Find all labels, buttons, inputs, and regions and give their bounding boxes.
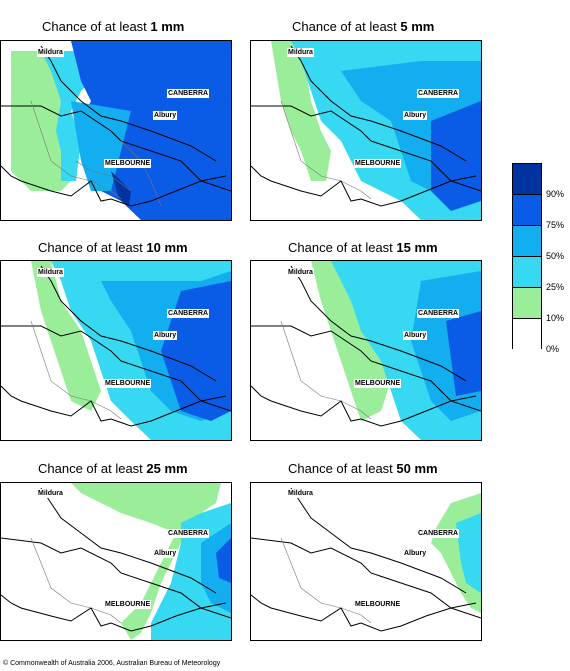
- label-albury: Albury: [153, 331, 178, 340]
- legend-swatch-10: [512, 287, 542, 318]
- legend-label-25: 25%: [546, 282, 565, 292]
- label-canberra: CANBERRA: [167, 309, 210, 318]
- legend-label-50: 50%: [546, 251, 565, 261]
- label-canberra: CANBERRA: [167, 89, 210, 98]
- label-mildura: Mildura: [37, 489, 64, 498]
- map-5mm: Mildura CANBERRA Albury MELBOURNE: [250, 40, 482, 221]
- panel-title-10mm: Chance of at least 10 mm: [38, 240, 188, 255]
- map-15mm-image: [251, 261, 481, 440]
- label-mildura: Mildura: [37, 268, 64, 277]
- legend-swatch-90: [512, 163, 542, 194]
- label-canberra: CANBERRA: [417, 89, 460, 98]
- map-10mm: Mildura CANBERRA Albury MELBOURNE: [0, 260, 232, 441]
- label-mildura: Mildura: [37, 48, 64, 57]
- label-canberra: CANBERRA: [417, 529, 460, 538]
- legend-swatch-75: [512, 194, 542, 225]
- label-canberra: CANBERRA: [417, 309, 460, 318]
- label-mildura: Mildura: [287, 268, 314, 277]
- map-50mm: Mildura CANBERRA Albury MELBOURNE: [250, 482, 482, 641]
- legend-label-75: 75%: [546, 220, 565, 230]
- copyright-notice: © Commonwealth of Australia 2006, Austra…: [3, 660, 221, 667]
- legend-label-90: 90%: [546, 189, 565, 199]
- label-albury: Albury: [153, 549, 178, 558]
- label-melbourne: MELBOURNE: [354, 600, 402, 609]
- map-50mm-image: [251, 487, 481, 632]
- label-mildura: Mildura: [287, 48, 314, 57]
- label-melbourne: MELBOURNE: [104, 379, 152, 388]
- panel-title-5mm: Chance of at least 5 mm: [292, 19, 435, 34]
- legend-swatch-50: [512, 225, 542, 256]
- panel-title-1mm: Chance of at least 1 mm: [42, 19, 185, 34]
- legend-label-10: 10%: [546, 313, 565, 323]
- panel-title-25mm: Chance of at least 25 mm: [38, 461, 188, 476]
- map-15mm: Mildura CANBERRA Albury MELBOURNE: [250, 260, 482, 441]
- label-melbourne: MELBOURNE: [104, 600, 152, 609]
- label-albury: Albury: [403, 111, 428, 120]
- label-melbourne: MELBOURNE: [104, 159, 152, 168]
- label-canberra: CANBERRA: [167, 529, 210, 538]
- panel-title-50mm: Chance of at least 50 mm: [288, 461, 438, 476]
- legend-swatch-25: [512, 256, 542, 287]
- label-melbourne: MELBOURNE: [354, 379, 402, 388]
- label-albury: Albury: [403, 331, 428, 340]
- map-10mm-image: [1, 261, 231, 440]
- label-albury: Albury: [153, 111, 178, 120]
- map-1mm-image: [1, 41, 231, 220]
- label-mildura: Mildura: [287, 489, 314, 498]
- map-25mm-image: [1, 483, 231, 640]
- panel-title-15mm: Chance of at least 15 mm: [288, 240, 438, 255]
- legend-swatch-0: [512, 318, 542, 349]
- probability-legend: 90% 75% 50% 25% 10% 0%: [512, 163, 564, 354]
- legend-label-0: 0%: [546, 344, 560, 354]
- map-25mm: Mildura CANBERRA Albury MELBOURNE: [0, 482, 232, 641]
- label-melbourne: MELBOURNE: [354, 159, 402, 168]
- map-5mm-image: [251, 41, 481, 220]
- label-albury: Albury: [403, 549, 428, 558]
- map-1mm: Mildura CANBERRA Albury MELBOURNE: [0, 40, 232, 221]
